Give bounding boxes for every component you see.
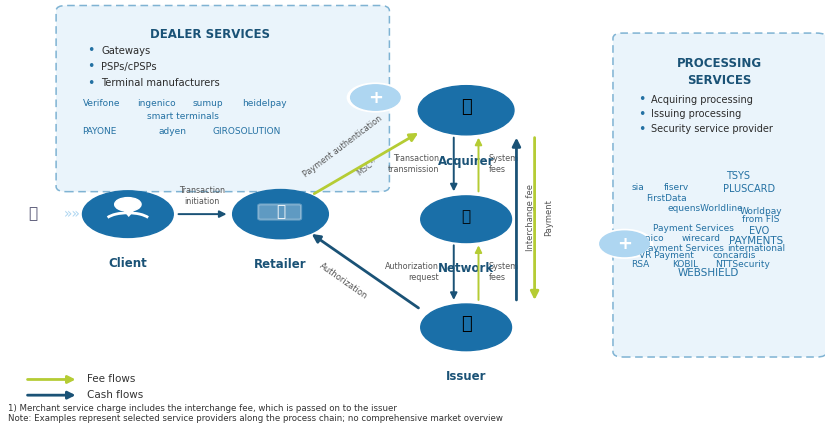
Text: PAYMENTS: PAYMENTS (729, 236, 784, 246)
FancyBboxPatch shape (613, 33, 825, 357)
Text: equensWorldline: equensWorldline (667, 204, 743, 213)
Text: 🖥: 🖥 (461, 209, 471, 225)
Circle shape (421, 196, 512, 243)
Text: Issuing processing: Issuing processing (651, 109, 741, 120)
Text: Terminal manufacturers: Terminal manufacturers (101, 78, 220, 88)
Text: Interchange fee: Interchange fee (526, 184, 535, 251)
Text: Transaction
initiation: Transaction initiation (179, 187, 225, 206)
Text: +: + (617, 235, 632, 253)
Text: Cash flows: Cash flows (87, 390, 143, 400)
Text: •: • (87, 45, 94, 57)
Text: ingenico: ingenico (137, 99, 176, 109)
Circle shape (115, 198, 141, 211)
Text: FirstData: FirstData (646, 193, 687, 203)
Text: Payment authentication: Payment authentication (301, 114, 384, 179)
Text: Payment Services: Payment Services (643, 243, 724, 253)
Text: smart terminals: smart terminals (147, 112, 219, 121)
Text: international: international (728, 243, 785, 253)
Text: WEBSHIELD: WEBSHIELD (677, 268, 738, 279)
Text: Issuer: Issuer (446, 371, 487, 383)
FancyBboxPatch shape (258, 204, 301, 220)
Text: ♥: ♥ (119, 202, 137, 220)
Text: KOBIL: KOBIL (672, 259, 698, 269)
Text: ingenico: ingenico (625, 234, 663, 243)
Text: □: □ (270, 203, 291, 223)
Text: Worldpay: Worldpay (739, 207, 782, 217)
Text: Security service provider: Security service provider (651, 124, 773, 134)
Text: Network: Network (438, 262, 494, 275)
Circle shape (421, 304, 512, 351)
Circle shape (347, 83, 403, 112)
Circle shape (596, 229, 653, 258)
Text: 🏛: 🏛 (460, 98, 472, 116)
Text: System
fees: System fees (488, 153, 519, 174)
Text: sumup: sumup (192, 99, 223, 109)
Text: •: • (638, 108, 645, 121)
Text: Payment Services: Payment Services (653, 223, 733, 233)
Text: TSYS: TSYS (726, 171, 751, 181)
Text: •: • (638, 93, 645, 106)
Text: MSC¹⁾: MSC¹⁾ (356, 156, 379, 178)
Text: +: + (368, 89, 383, 106)
Text: NTTSecurity: NTTSecurity (715, 259, 770, 269)
Text: •: • (87, 77, 94, 89)
Text: EVO: EVO (749, 226, 769, 236)
Text: Gateways: Gateways (101, 46, 151, 56)
Circle shape (351, 85, 400, 110)
Text: sia: sia (631, 183, 644, 192)
Text: Client: Client (109, 257, 147, 270)
Text: •: • (87, 61, 94, 73)
Text: Verifone: Verifone (82, 99, 120, 109)
Text: System
fees: System fees (488, 262, 519, 282)
Text: 🛒: 🛒 (276, 204, 285, 220)
Text: PAYONE: PAYONE (82, 127, 117, 136)
Text: »»: »» (64, 207, 80, 221)
Text: PLUSCARD: PLUSCARD (723, 184, 776, 194)
Text: 1) Merchant service charge includes the interchange fee, which is passed on to t: 1) Merchant service charge includes the … (8, 404, 397, 413)
Text: wirecard: wirecard (681, 234, 721, 243)
Text: PSPs/cPSPs: PSPs/cPSPs (101, 62, 157, 72)
Text: GIROSOLUTION: GIROSOLUTION (213, 127, 281, 136)
Text: Authorization: Authorization (318, 261, 369, 301)
Text: RSA: RSA (631, 259, 649, 269)
FancyBboxPatch shape (56, 6, 389, 192)
Text: from FIS: from FIS (742, 215, 780, 224)
Text: Note: Examples represent selected service providers along the process chain; no : Note: Examples represent selected servic… (8, 414, 503, 423)
Text: •: • (638, 123, 645, 136)
Text: heidelpay: heidelpay (242, 99, 286, 109)
Text: adyen: adyen (158, 127, 186, 136)
Text: Acquirer: Acquirer (438, 155, 494, 167)
Text: 📱: 📱 (28, 206, 38, 222)
Text: Acquiring processing: Acquiring processing (651, 95, 752, 105)
Text: DEALER SERVICES: DEALER SERVICES (150, 28, 271, 41)
Text: Payment: Payment (544, 199, 554, 236)
Text: concardis: concardis (713, 251, 756, 260)
Text: Authorization
request: Authorization request (385, 262, 439, 282)
Circle shape (418, 86, 514, 135)
Text: Transaction
transmission: Transaction transmission (388, 153, 439, 174)
Circle shape (82, 191, 173, 237)
Circle shape (233, 190, 328, 239)
Text: fiserv: fiserv (664, 183, 689, 192)
Text: VR Payment: VR Payment (639, 251, 694, 260)
Text: 🏛: 🏛 (460, 315, 472, 333)
Text: Retailer: Retailer (254, 259, 307, 271)
Circle shape (600, 231, 649, 257)
Text: Fee flows: Fee flows (87, 374, 135, 385)
Text: PROCESSING
SERVICES: PROCESSING SERVICES (677, 57, 762, 87)
